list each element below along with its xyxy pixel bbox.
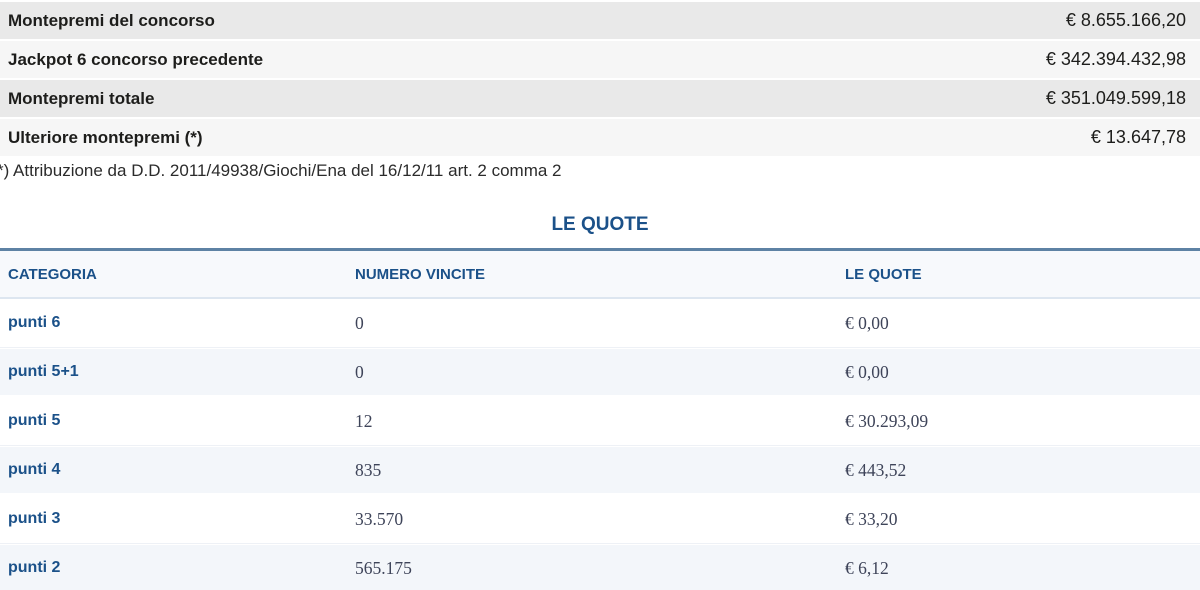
quote-amount: € 6,12 bbox=[845, 557, 889, 578]
montepremi-label: Jackpot 6 concorso precedente bbox=[8, 49, 264, 69]
quote-wins-count: 835 bbox=[355, 459, 382, 480]
quotes-table-body: punti 6 0 € 0,00 punti 5+1 0 € 0,00 punt… bbox=[0, 299, 1200, 590]
quote-row: punti 2 565.175 € 6,12 bbox=[0, 544, 1200, 590]
quote-row: punti 3 33.570 € 33,20 bbox=[0, 495, 1200, 544]
montepremi-summary: Montepremi del concorso € 8.655.166,20 J… bbox=[0, 0, 1200, 181]
montepremi-value: € 342.394.432,98 bbox=[1045, 49, 1186, 69]
quote-wins-count: 12 bbox=[355, 410, 373, 431]
quote-amount: € 0,00 bbox=[845, 312, 889, 333]
quote-wins-count: 565.175 bbox=[355, 557, 412, 578]
quote-amount: € 443,52 bbox=[845, 459, 907, 480]
quote-amount: € 0,00 bbox=[845, 361, 889, 382]
quote-row: punti 5 12 € 30.293,09 bbox=[0, 397, 1200, 446]
column-header-categoria: CATEGORIA bbox=[8, 265, 97, 283]
quotes-table: CATEGORIA NUMERO VINCITE LE QUOTE punti … bbox=[0, 248, 1200, 590]
quotes-section-title: LE QUOTE bbox=[551, 214, 649, 235]
quote-category: punti 5 bbox=[8, 412, 61, 429]
quotes-header-row: CATEGORIA NUMERO VINCITE LE QUOTE bbox=[0, 251, 1200, 299]
column-header-le-quote: LE QUOTE bbox=[845, 265, 922, 283]
quote-amount: € 30.293,09 bbox=[845, 410, 929, 431]
quote-wins-count: 33.570 bbox=[355, 508, 404, 529]
montepremi-label: Montepremi totale bbox=[8, 88, 155, 108]
quote-category: punti 6 bbox=[8, 314, 61, 331]
montepremi-value: € 8.655.166,20 bbox=[1065, 10, 1186, 30]
montepremi-label: Montepremi del concorso bbox=[8, 10, 215, 30]
montepremi-row: Montepremi totale € 351.049.599,18 bbox=[0, 80, 1200, 117]
montepremi-label: Ulteriore montepremi (*) bbox=[8, 127, 203, 147]
quote-category: punti 3 bbox=[8, 510, 61, 527]
quote-row: punti 4 835 € 443,52 bbox=[0, 446, 1200, 495]
attribution-footnote: *) Attribuzione da D.D. 2011/49938/Gioch… bbox=[0, 161, 562, 180]
montepremi-value: € 13.647,78 bbox=[1090, 127, 1186, 147]
montepremi-table: Montepremi del concorso € 8.655.166,20 J… bbox=[0, 2, 1200, 156]
montepremi-value: € 351.049.599,18 bbox=[1045, 88, 1186, 108]
column-header-numero-vincite: NUMERO VINCITE bbox=[355, 265, 486, 283]
montepremi-row: Ulteriore montepremi (*) € 13.647,78 bbox=[0, 119, 1200, 156]
montepremi-row: Montepremi del concorso € 8.655.166,20 bbox=[0, 2, 1200, 39]
quote-category: punti 5+1 bbox=[8, 363, 79, 380]
montepremi-row: Jackpot 6 concorso precedente € 342.394.… bbox=[0, 41, 1200, 78]
quote-category: punti 4 bbox=[8, 461, 61, 478]
quote-row: punti 6 0 € 0,00 bbox=[0, 299, 1200, 348]
quote-wins-count: 0 bbox=[355, 312, 364, 333]
quote-category: punti 2 bbox=[8, 559, 61, 576]
quote-amount: € 33,20 bbox=[845, 508, 898, 529]
quote-row: punti 5+1 0 € 0,00 bbox=[0, 348, 1200, 397]
quote-wins-count: 0 bbox=[355, 361, 364, 382]
